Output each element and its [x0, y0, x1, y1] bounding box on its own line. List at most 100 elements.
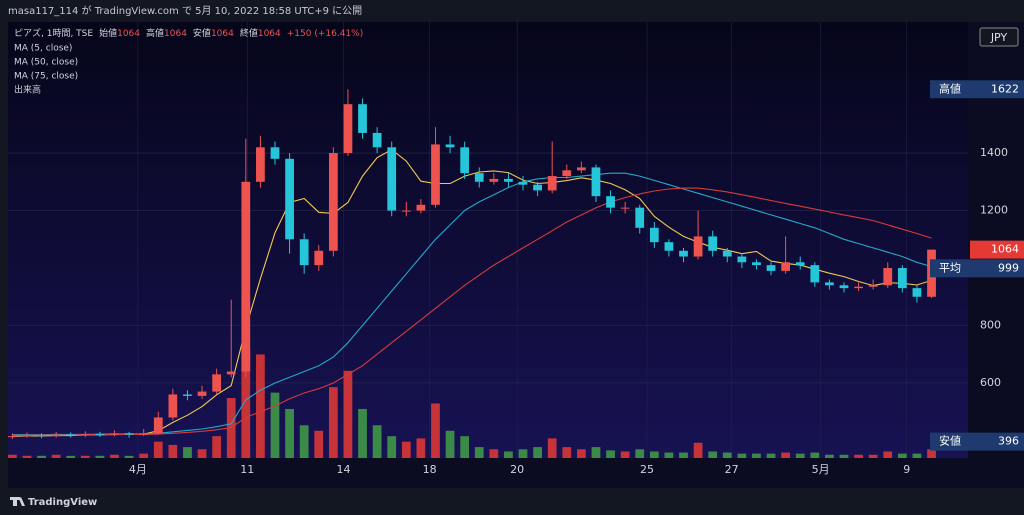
ma-line — [12, 148, 932, 437]
candle-body — [883, 268, 893, 286]
volume-bar — [110, 454, 119, 458]
candle-body — [256, 147, 265, 182]
volume-bar — [664, 452, 674, 458]
indicator-label: MA (50, close) — [14, 58, 78, 68]
volume-bar — [591, 447, 601, 458]
legend-text: 安値 — [193, 27, 211, 39]
candle-body — [358, 104, 367, 133]
indicator-label: 出来高 — [14, 84, 41, 96]
volume-bar — [693, 442, 703, 458]
volume-bar — [752, 453, 761, 458]
candle-body — [183, 394, 192, 396]
volume-bar — [883, 451, 893, 458]
legend-title: ピアズ, 1時間, TSE 始値1064 高値1064 安値1064 終値1064 +15… — [14, 27, 363, 39]
volume-bar — [372, 425, 382, 458]
x-tick-label: 14 — [337, 463, 351, 476]
candle-body — [766, 265, 776, 271]
volume-bar — [606, 450, 615, 458]
volume-bar — [37, 455, 46, 458]
volume-bar — [431, 403, 440, 458]
volume-bar — [912, 453, 922, 458]
candle-body — [285, 158, 294, 240]
candle-body — [124, 433, 134, 435]
candle-body — [825, 282, 834, 286]
candle-body — [445, 144, 455, 148]
candle-body — [839, 285, 849, 289]
candle-body — [110, 433, 119, 435]
candle-body — [912, 288, 922, 297]
volume-bar — [460, 436, 470, 458]
candle-body — [620, 207, 630, 209]
candle-body — [781, 262, 791, 271]
volume-bar — [649, 451, 659, 458]
x-tick-label: 4月 — [129, 463, 147, 476]
plot-area — [8, 22, 968, 458]
volume-bar — [576, 449, 586, 458]
candle-body — [897, 268, 907, 289]
price-label-name-box — [930, 259, 970, 278]
currency-box — [979, 27, 1019, 47]
volume-bar — [299, 425, 309, 458]
price-label-value: 396 — [998, 435, 1019, 448]
volume-bar — [139, 453, 149, 458]
legend-text: 高値 — [146, 27, 164, 39]
volume-bar — [533, 447, 542, 458]
volume-bar — [212, 436, 222, 458]
legend-text: ピアズ, 1時間, TSE — [14, 27, 93, 39]
volume-bar — [80, 455, 90, 458]
volume-bar — [124, 455, 134, 458]
price-label-name: 平均 — [939, 261, 961, 274]
volume-bar — [839, 454, 849, 458]
x-tick-label: 5月 — [812, 463, 830, 476]
volume-bar — [635, 449, 645, 458]
volume-bar — [401, 441, 411, 458]
price-label-box — [970, 80, 1024, 99]
price-label-value: 999 — [998, 261, 1019, 274]
candle-body — [387, 147, 397, 211]
time-axis — [8, 458, 968, 488]
candle-body — [752, 262, 761, 266]
volume-bar — [95, 455, 105, 458]
legend-text: 1064 — [117, 29, 140, 39]
candle-body — [328, 153, 338, 251]
candle-body — [547, 176, 557, 191]
candle-body — [737, 256, 747, 263]
candle-body — [153, 417, 163, 434]
volume-bar — [285, 408, 294, 458]
price-label-name-box — [930, 80, 970, 99]
candle-body — [226, 371, 236, 375]
currency: JPY — [990, 31, 1008, 44]
candle-body — [664, 242, 674, 251]
volume-bar — [66, 455, 76, 458]
candle-body — [343, 104, 353, 154]
volume-bar — [562, 447, 572, 458]
volume-bar — [795, 453, 805, 458]
x-tick-label: 11 — [240, 463, 254, 476]
legend-text: 始値 — [99, 27, 117, 39]
y-tick-label: 800 — [980, 319, 1001, 332]
volume-bar — [708, 451, 718, 458]
volume-bar — [868, 454, 878, 458]
volume-bar — [314, 430, 324, 458]
volume-bar — [547, 438, 557, 458]
volume-bar — [416, 438, 426, 458]
y-tick-label: 600 — [980, 376, 1001, 389]
x-tick-label: 20 — [510, 463, 524, 476]
candle-body — [606, 196, 615, 208]
candle-body — [649, 227, 659, 243]
candle-body — [489, 178, 499, 182]
candle-body — [708, 236, 718, 251]
volume-bar — [153, 441, 163, 458]
candle-body — [372, 132, 382, 148]
candle-body — [591, 167, 601, 197]
price-label-name: 安値 — [939, 434, 961, 448]
volume-bar — [168, 444, 178, 458]
price-label-value: 1064 — [991, 243, 1019, 256]
price-label-name-box — [930, 432, 970, 451]
candle-body — [679, 250, 688, 257]
candle-body — [533, 184, 542, 191]
volume-bar — [197, 449, 207, 458]
ma-line — [12, 187, 932, 436]
indicator-label: MA (5, close) — [14, 44, 72, 54]
